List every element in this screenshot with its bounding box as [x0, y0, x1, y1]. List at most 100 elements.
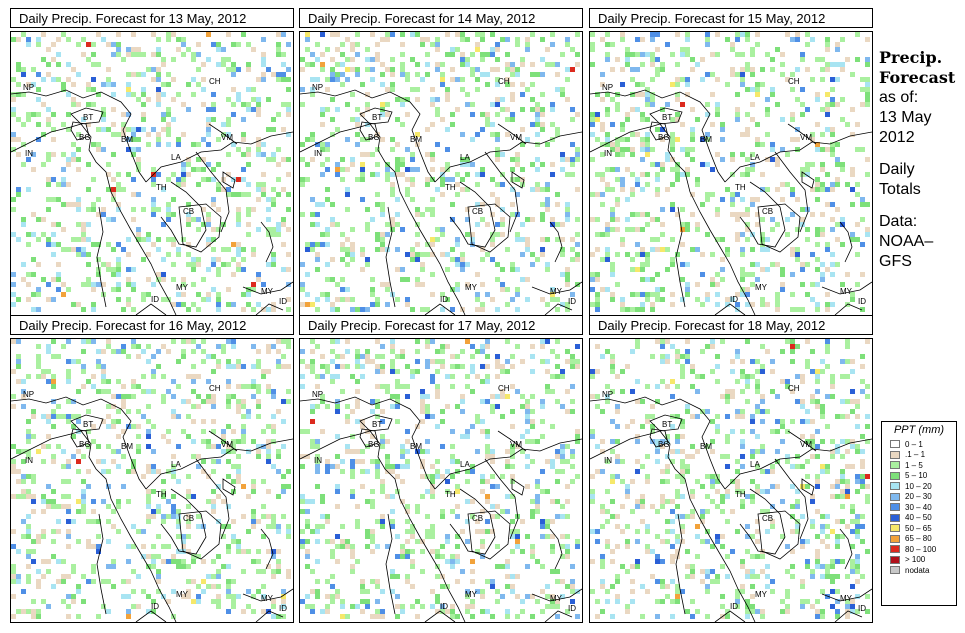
- precip-cell: [206, 439, 211, 444]
- precip-cell: [286, 574, 291, 579]
- precip-cell: [345, 67, 350, 72]
- precip-cell: [300, 539, 305, 544]
- precip-cell: [111, 132, 116, 137]
- precip-cell: [315, 454, 320, 459]
- precip-cell: [101, 349, 106, 354]
- precip-cell: [111, 404, 116, 409]
- precip-cell: [470, 464, 475, 469]
- precip-cell: [565, 609, 570, 614]
- precip-cell: [156, 172, 161, 177]
- precip-cell: [335, 297, 340, 302]
- precip-cell: [495, 589, 500, 594]
- precip-cell: [520, 549, 525, 554]
- precip-cell: [615, 409, 620, 414]
- precip-cell: [325, 469, 330, 474]
- precip-cell: [380, 37, 385, 42]
- precip-cell: [495, 102, 500, 107]
- precip-cell: [310, 439, 315, 444]
- precip-cell: [430, 604, 435, 609]
- precip-cell: [320, 107, 325, 112]
- precip-cell: [340, 389, 345, 394]
- precip-cell: [600, 232, 605, 237]
- precip-cell: [565, 544, 570, 549]
- precip-cell: [525, 242, 530, 247]
- precip-cell: [665, 157, 670, 162]
- precip-cell: [770, 262, 775, 267]
- precip-cell: [380, 609, 385, 614]
- precip-cell: [320, 32, 325, 37]
- precip-cell: [410, 157, 415, 162]
- precip-cell: [545, 384, 550, 389]
- precip-cell: [855, 222, 860, 227]
- precip-cell: [490, 579, 495, 584]
- precip-cell: [380, 232, 385, 237]
- precip-cell: [625, 539, 630, 544]
- precip-cell: [390, 469, 395, 474]
- precip-cell: [126, 237, 131, 242]
- precip-cell: [251, 484, 256, 489]
- precip-cell: [101, 389, 106, 394]
- precip-cell: [655, 599, 660, 604]
- precip-cell: [485, 292, 490, 297]
- precip-cell: [675, 97, 680, 102]
- precip-cell: [570, 142, 575, 147]
- precip-cell: [241, 429, 246, 434]
- precip-cell: [735, 604, 740, 609]
- precip-cell: [11, 569, 16, 574]
- precip-cell: [156, 504, 161, 509]
- precip-cell: [340, 72, 345, 77]
- precip-cell: [236, 92, 241, 97]
- precip-cell: [610, 227, 615, 232]
- precip-cell: [191, 379, 196, 384]
- precip-cell: [605, 187, 610, 192]
- precip-cell: [310, 529, 315, 534]
- precip-cell: [271, 152, 276, 157]
- precip-cell: [670, 52, 675, 57]
- precip-cell: [445, 469, 450, 474]
- precip-cell: [256, 399, 261, 404]
- precip-cell: [11, 282, 16, 287]
- precip-cell: [610, 292, 615, 297]
- precip-cell: [445, 559, 450, 564]
- precip-cell: [355, 399, 360, 404]
- precip-cell: [660, 162, 665, 167]
- precip-cell: [370, 287, 375, 292]
- precip-cell: [101, 212, 106, 217]
- precip-cell: [196, 307, 201, 312]
- precip-cell: [680, 172, 685, 177]
- precip-cell: [16, 494, 21, 499]
- precip-cell: [355, 419, 360, 424]
- precip-cell: [685, 282, 690, 287]
- precip-cell: [161, 272, 166, 277]
- precip-cell: [855, 579, 860, 584]
- precip-cell: [76, 202, 81, 207]
- precip-cell: [171, 97, 176, 102]
- precip-cell: [335, 404, 340, 409]
- precip-cell: [675, 172, 680, 177]
- precip-cell: [186, 307, 191, 312]
- precip-cell: [820, 77, 825, 82]
- country-label: MY: [261, 594, 274, 603]
- precip-cell: [815, 302, 820, 307]
- precip-cell: [300, 177, 305, 182]
- precip-cell: [176, 302, 181, 307]
- precip-cell: [375, 609, 380, 614]
- precip-cell: [715, 207, 720, 212]
- precip-cell: [680, 524, 685, 529]
- precip-cell: [840, 217, 845, 222]
- precip-cell: [261, 282, 266, 287]
- precip-cell: [555, 599, 560, 604]
- precip-cell: [660, 287, 665, 292]
- precip-cell: [810, 37, 815, 42]
- precip-cell: [540, 419, 545, 424]
- border-line: [135, 303, 167, 315]
- precip-cell: [236, 469, 241, 474]
- precip-cell: [340, 539, 345, 544]
- precip-cell: [475, 272, 480, 277]
- precip-cell: [735, 37, 740, 42]
- precip-cell: [395, 464, 400, 469]
- precip-cell: [61, 202, 66, 207]
- precip-cell: [201, 137, 206, 142]
- precip-cell: [560, 504, 565, 509]
- precip-cell: [680, 464, 685, 469]
